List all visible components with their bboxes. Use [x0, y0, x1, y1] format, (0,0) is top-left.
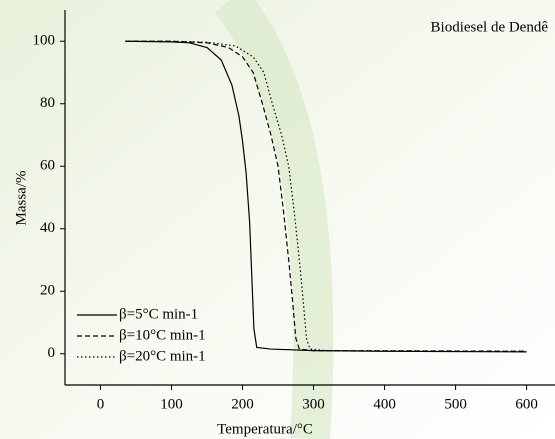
y-tick-label: 40	[40, 220, 55, 236]
legend-label: β=10°C min-1	[119, 327, 206, 343]
legend-label: β=5°C min-1	[119, 306, 198, 322]
x-tick-label: 300	[302, 396, 325, 412]
y-tick-label: 100	[33, 33, 56, 49]
y-axis-label: Massa/%	[13, 171, 29, 226]
x-tick-label: 0	[97, 396, 105, 412]
y-tick-label: 20	[40, 283, 55, 299]
x-tick-label: 500	[444, 396, 467, 412]
y-tick-label: 60	[40, 158, 55, 174]
decoration	[214, 0, 334, 439]
y-tick-label: 80	[40, 95, 55, 111]
x-tick-label: 100	[160, 396, 183, 412]
x-tick-label: 200	[231, 396, 254, 412]
x-tick-label: 600	[515, 396, 538, 412]
data-line	[125, 40, 527, 352]
data-line	[125, 40, 527, 353]
legend-label: β=20°C min-1	[119, 348, 206, 364]
y-tick-label: 0	[48, 345, 56, 361]
x-axis-label: Temperatura/°C	[217, 421, 313, 437]
x-tick-label: 400	[373, 396, 396, 412]
annotation: Biodiesel de Dendê	[431, 19, 549, 35]
data-line	[125, 40, 527, 352]
